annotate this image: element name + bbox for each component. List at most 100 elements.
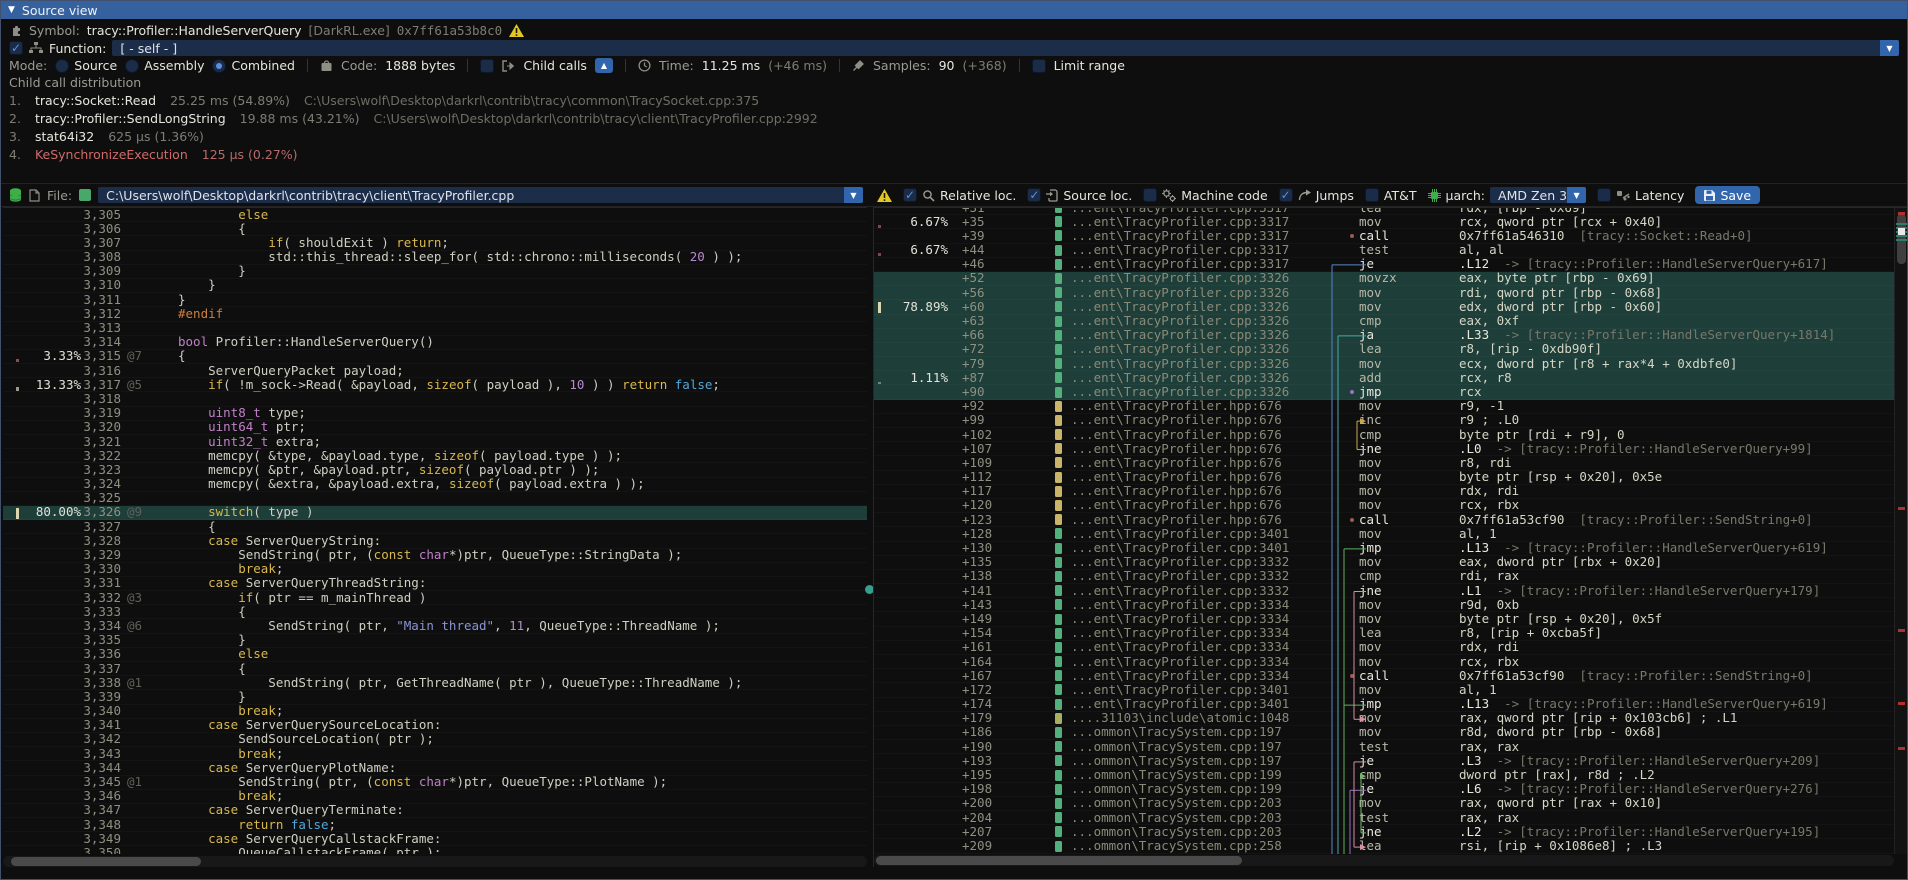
source-line-row[interactable]: 3,306 { [3,221,867,236]
source-location[interactable]: ...ent\TracyProfiler.cpp:3317 [1071,257,1290,272]
asm-row[interactable]: +193 ...ommon\TracySystem.cpp:197 je .L3 ->… [874,753,1894,768]
source-location[interactable]: ...ent\TracyProfiler.hpp:676 [1071,498,1282,513]
asm-row[interactable]: +31 ...ent\TracyProfiler.cpp:3317 leardx, … [874,208,1894,215]
source-location[interactable]: ...ommon\TracySystem.cpp:197 [1071,725,1282,740]
source-location[interactable]: ...ent\TracyProfiler.cpp:3332 [1071,583,1290,598]
child-call-row[interactable]: 2. tracy::Profiler::SendLongString 19.88 m… [9,109,818,127]
source-line-row[interactable]: 3,345 @1 SendString( ptr, (const char*)pt… [3,774,867,790]
assembly-hscrollbar[interactable] [874,855,1894,866]
source-location[interactable]: ...ent\TracyProfiler.cpp:3332 [1071,569,1290,584]
asm-row[interactable]: +117 ...ent\TracyProfiler.hpp:676 mov rdx, … [874,484,1894,499]
asm-row[interactable]: 1.11% +87 ...ent\TracyProfiler.cpp:3326 add… [874,370,1894,386]
function-combo[interactable]: [ - self - ] ▼ [112,40,1899,56]
asm-row[interactable]: +154 ...ent\TracyProfiler.cpp:3334 lea r8, … [874,625,1894,641]
asm-row[interactable]: +112 ...ent\TracyProfiler.hpp:676 mov byte … [874,469,1894,485]
source-location[interactable]: ...ommon\TracySystem.cpp:203 [1071,796,1282,811]
source-location[interactable]: ...ent\TracyProfiler.cpp:3332 [1071,555,1290,570]
toolbar-toggle-machine-code[interactable]: ✓ Machine code [1143,188,1268,203]
source-line-row[interactable]: 3,310 } [3,278,867,293]
child-call-row[interactable]: 3. stat64i32 625 µs (1.36%) [9,127,818,145]
source-line-row[interactable]: 3,342 SendSourceLocation( ptr ); [3,732,867,747]
source-location[interactable]: ...ent\TracyProfiler.cpp:3334 [1071,668,1290,683]
asm-row[interactable]: 6.67% +35 ...ent\TracyProfiler.cpp:3317 mov… [874,214,1894,229]
uarch-combo[interactable]: AMD Zen 3 ▼ [1490,187,1587,203]
scrollbar-thumb[interactable] [11,857,201,866]
source-line-row[interactable]: 3,334 @6 SendString( ptr, "Main thread", … [3,618,867,633]
asm-row[interactable]: +207 ...ommon\TracySystem.cpp:203 jne .L2 -… [874,824,1894,839]
source-line-row[interactable]: 3,308 std::this_thread::sleep_for( std::… [3,249,867,265]
asm-row[interactable]: 78.89% +60 ...ent\TracyProfiler.cpp:3326 mo… [874,299,1894,315]
checkbox-icon[interactable]: ✓ [1278,188,1293,202]
toolbar-toggle-at-t[interactable]: ✓ AT&T [1364,188,1417,203]
source-location[interactable]: ...ent\TracyProfiler.hpp:676 [1071,399,1282,414]
source-line-row[interactable]: 3,337 { [3,661,867,676]
source-line-row[interactable]: 3,344 case ServerQueryPlotName: [3,760,867,775]
source-line-row[interactable]: 3,332 @3 if( ptr == m_mainThread ) [3,590,867,605]
source-line-row[interactable]: 3,340 break; [3,703,867,719]
asm-row[interactable]: +72 ...ent\TracyProfiler.cpp:3326 lea r8, [… [874,342,1894,358]
source-location[interactable]: ...ommon\TracySystem.cpp:203 [1071,824,1282,839]
source-line-row[interactable]: 3,349 case ServerQueryCallstackFrame: [3,831,867,846]
divider-grip[interactable] [865,585,874,594]
source-location[interactable]: ...ent\TracyProfiler.cpp:3401 [1071,526,1290,541]
source-location[interactable]: ...ent\TracyProfiler.cpp:3326 [1071,328,1290,343]
source-line-row[interactable]: 3,328 case ServerQueryString: [3,533,867,548]
source-location[interactable]: ....31103\include\atomic:1048 [1071,711,1290,726]
latency-toggle[interactable]: ✓ Latency [1597,188,1684,203]
latency-checkbox[interactable]: ✓ [1597,188,1612,202]
source-location[interactable]: ...ommon\TracySystem.cpp:258 [1071,853,1301,854]
source-line-row[interactable]: 3,323 memcpy( &ptr, &payload.ptr, sizeof… [3,462,867,477]
source-location[interactable]: ...ent\TracyProfiler.cpp:3334 [1071,626,1290,641]
asm-row[interactable]: +66 ...ent\TracyProfiler.cpp:3326 ja .L33 -… [874,327,1894,343]
source-location[interactable]: ...ent\TracyProfiler.cpp:3326 [1071,356,1290,371]
checkbox-icon[interactable]: ✓ [1364,188,1379,202]
toolbar-toggle-jumps[interactable]: ✓ Jumps [1278,188,1354,203]
mode-option-source[interactable]: Source [55,58,117,73]
asm-row[interactable]: +143 ...ent\TracyProfiler.cpp:3334 mov r9d,… [874,597,1894,612]
mode-option-combined[interactable]: Combined [212,58,295,73]
source-line-row[interactable]: 3,313 [3,320,867,336]
asm-row[interactable]: +198 ...ommon\TracySystem.cpp:199 je .L6 ->… [874,781,1894,797]
source-location[interactable]: ...ent\TracyProfiler.cpp:3326 [1071,342,1290,357]
radio-icon[interactable] [55,58,70,73]
source-line-row[interactable]: 3,314 bool Profiler::HandleServerQuery() [3,334,867,350]
source-location[interactable]: ...ent\TracyProfiler.cpp:3326 [1071,314,1290,328]
source-line-row[interactable]: 3,346 break; [3,788,867,804]
source-location[interactable]: ...ent\TracyProfiler.hpp:676 [1071,512,1282,527]
source-location[interactable]: ...ent\TracyProfiler.cpp:3334 [1071,597,1290,612]
asm-row[interactable]: +56 ...ent\TracyProfiler.cpp:3326 mov rdi, … [874,285,1894,301]
asm-row[interactable]: +90 ...ent\TracyProfiler.cpp:3326 jmp rcx [874,384,1894,400]
asm-row[interactable]: +102 ...ent\TracyProfiler.hpp:676 cmp byte … [874,427,1894,442]
asm-row[interactable]: +128 ...ent\TracyProfiler.cpp:3401 mov al, … [874,526,1894,541]
source-line-row[interactable]: 3,316 ServerQueryPacket payload; [3,363,867,378]
scroll-position-marker[interactable] [1898,228,1905,235]
source-location[interactable]: ...ent\TracyProfiler.hpp:676 [1071,470,1282,485]
pane-divider[interactable] [865,207,874,867]
child-calls-checkbox[interactable]: ✓ [480,58,495,73]
source-location[interactable]: ...ent\TracyProfiler.cpp:3334 [1071,611,1290,626]
chevron-down-icon[interactable]: ▼ [1880,40,1899,56]
source-line-row[interactable]: 3,350 QueueCallstackFrame( ptr ); [3,845,867,854]
asm-row[interactable]: +109 ...ent\TracyProfiler.hpp:676 mov r8, r… [874,455,1894,470]
limit-range-checkbox[interactable]: ✓ [1031,58,1046,73]
asm-row[interactable]: +79 ...ent\TracyProfiler.cpp:3326 mov ecx, … [874,356,1894,372]
source-location[interactable]: ...ent\TracyProfiler.cpp:3317 [1071,228,1290,243]
file-path-combo[interactable]: C:\Users\wolf\Desktop\darkrl\contrib\tra… [98,187,863,203]
source-line-row[interactable]: 3,348 return false; [3,817,867,832]
source-location[interactable]: ...ommon\TracySystem.cpp:199 [1071,782,1282,797]
source-location[interactable]: ...ent\TracyProfiler.cpp:3401 [1071,541,1290,555]
window-titlebar[interactable]: ▼ Source view [1,1,1907,19]
asm-row[interactable]: +46 ...ent\TracyProfiler.cpp:3317 je .L12 -… [874,257,1894,272]
asm-row[interactable]: +149 ...ent\TracyProfiler.cpp:3334 mov byte… [874,611,1894,626]
source-line-row[interactable]: 3,311} [3,292,867,307]
asm-row[interactable]: +39 ...ent\TracyProfiler.cpp:3317 call 0x7f… [874,228,1894,243]
asm-row[interactable]: +138 ...ent\TracyProfiler.cpp:3332 cmp rdi,… [874,569,1894,584]
function-checkbox[interactable]: ✓ [9,41,23,55]
collapse-icon[interactable]: ▼ [8,5,15,15]
source-location[interactable]: ...ent\TracyProfiler.cpp:3317 [1071,243,1290,258]
asm-row[interactable]: +123 ...ent\TracyProfiler.hpp:676 call 0x7f… [874,512,1894,527]
source-location[interactable]: ...ent\TracyProfiler.cpp:3334 [1071,654,1290,669]
asm-row[interactable]: +107 ...ent\TracyProfiler.hpp:676 jne .L0 -… [874,441,1894,456]
source-location[interactable]: ...ent\TracyProfiler.cpp:3317 [1071,214,1290,229]
source-line-row[interactable]: 3,347 case ServerQueryTerminate: [3,803,867,818]
